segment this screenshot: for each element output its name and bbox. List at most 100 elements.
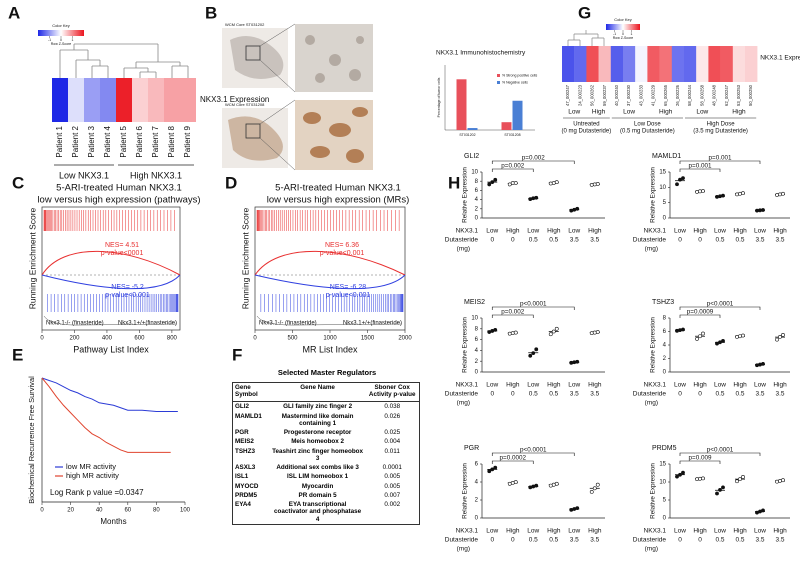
group-dose: (3.5 mg Dutasteride) — [693, 129, 748, 135]
enrichment-curve — [41, 250, 181, 276]
table-row: MEIS2 Meis homeobox 2 0.004 — [233, 437, 420, 446]
x-tick-label: 3.5 — [775, 237, 784, 244]
x-tick-label: High — [693, 382, 707, 389]
x-axis-label: Months — [100, 517, 126, 526]
y-axis-label: Running Enrichment Score — [240, 207, 250, 309]
heatmap-cell — [52, 78, 68, 122]
panel-letter: G — [578, 3, 591, 22]
data-point — [675, 182, 679, 187]
x-tick-label: 500 — [287, 336, 298, 342]
data-point — [569, 360, 574, 365]
data-point — [592, 182, 597, 187]
x-tick-label: High — [506, 528, 520, 535]
x-tick-label: Low — [568, 528, 580, 535]
y-axis-label: Relative Expression — [650, 463, 657, 519]
data-point — [781, 332, 785, 337]
data-point — [678, 177, 682, 182]
data-point — [735, 334, 739, 339]
data-point — [589, 182, 594, 187]
y-tick-label: 5 — [663, 498, 667, 504]
x-tick-label: 200 — [69, 336, 80, 342]
x-tick-label: Low — [527, 382, 539, 389]
data-point — [721, 485, 725, 490]
row-label: (mg) — [457, 246, 470, 253]
table-cell: PGR — [235, 429, 249, 437]
data-point — [548, 181, 553, 186]
p-value-label: p<0.0001 — [707, 301, 734, 308]
chart-title: GLI2 — [464, 153, 479, 160]
x-tick-label: Low — [486, 228, 498, 235]
data-point — [531, 196, 536, 201]
column-label: 58_000258 — [699, 84, 704, 106]
column-label: 37_000230 — [626, 84, 631, 106]
comparison-bracket — [491, 452, 575, 456]
subgroup-label: Low — [696, 109, 708, 116]
y-tick-label: 8 — [663, 316, 667, 322]
data-point — [681, 176, 685, 181]
column-label: Patient 6 — [135, 125, 144, 157]
x-tick-label: Low — [674, 528, 686, 535]
color-key-tick-label: -1 — [48, 38, 51, 42]
data-point — [781, 478, 785, 483]
p-value-label: p=0.002 — [501, 163, 524, 170]
p-value-label: p<0.0001 — [520, 301, 547, 308]
data-point — [761, 361, 765, 366]
heatmap-cell — [68, 78, 84, 122]
data-point — [493, 465, 498, 470]
x-tick-label: 0.5 — [549, 237, 558, 244]
panel-letter: F — [232, 345, 242, 364]
chart-title: MEIS2 — [464, 299, 485, 306]
chart-title: NKX3.1 Immunohistochemistry — [436, 50, 526, 57]
row-label: NKX3.1 — [456, 228, 479, 235]
column-label: 59_000237 — [602, 84, 607, 106]
enrichment-curve — [254, 250, 406, 276]
data-point — [554, 481, 559, 486]
column-label: 50_000250 — [748, 84, 753, 106]
row-label: (mg) — [457, 400, 470, 407]
x-tick-label: High — [588, 528, 602, 535]
table-cell: 0.025 — [384, 429, 401, 437]
heatmap-cell — [708, 46, 721, 82]
data-point — [595, 330, 600, 334]
data-point — [701, 189, 705, 193]
data-point — [675, 474, 679, 479]
data-point — [528, 353, 533, 358]
data-point — [490, 467, 495, 472]
data-point — [761, 508, 765, 513]
phenotype-label: Nkx3.1+/+(finasteride) — [343, 321, 402, 327]
heatmap-cell — [671, 46, 685, 82]
rank-curve — [43, 315, 177, 326]
table-cell: Meis homeobox 2 — [291, 438, 345, 446]
data-point — [675, 328, 679, 333]
x-tick-label: 600 — [134, 336, 145, 342]
x-tick-label: 0.5 — [715, 237, 724, 244]
x-tick-label: 40 — [96, 508, 103, 514]
column-label: 47_000247 — [565, 84, 570, 106]
x-tick-label: 0.5 — [549, 537, 558, 544]
chart-title: MAMLD1 — [652, 153, 681, 160]
x-tick-label: 0 — [698, 537, 702, 544]
x-tick-label: 20 — [67, 508, 74, 514]
data-point — [575, 206, 580, 211]
x-tick-label: High — [773, 228, 787, 235]
data-point — [510, 331, 515, 336]
x-tick-label: Low — [754, 528, 766, 535]
data-point — [534, 483, 539, 488]
table-cell: MEIS2 — [235, 438, 254, 446]
p-value-label: p=0.002 — [522, 155, 545, 162]
x-tick-label: 60 — [124, 508, 131, 514]
table-cell: EYA4 — [235, 501, 251, 509]
heatmap-cell — [745, 46, 758, 82]
row-label: NKX3.1 — [644, 382, 667, 389]
heatmap-cell — [84, 78, 100, 122]
x-tick-label: 0.5 — [735, 537, 744, 544]
table-cell: 0.026 — [384, 412, 401, 420]
data-point — [701, 476, 705, 481]
data-point — [554, 326, 559, 331]
data-point — [778, 479, 782, 483]
x-tick-label: 0 — [40, 336, 44, 342]
data-point — [507, 331, 512, 336]
x-tick-label: 400 — [102, 336, 113, 342]
x-tick-label: 3.5 — [755, 391, 764, 398]
data-point — [595, 482, 600, 487]
